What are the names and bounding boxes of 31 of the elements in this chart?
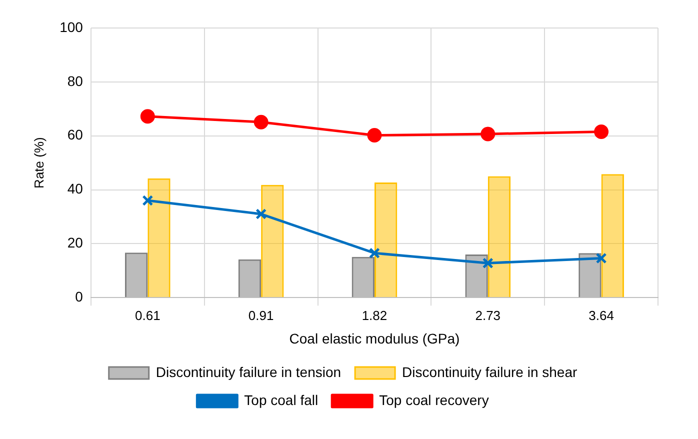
- y-tick-label: 80: [67, 72, 84, 89]
- y-tick-label: 20: [67, 234, 84, 251]
- point: [256, 208, 267, 220]
- bar: [352, 256, 374, 298]
- y-tick-label: 100: [60, 18, 84, 35]
- point: [480, 126, 496, 142]
- x-tick-label: 1.82: [362, 308, 388, 323]
- y-axis-title: Rate (%): [31, 137, 46, 188]
- bar: [601, 174, 624, 298]
- bar: [124, 252, 148, 298]
- y-tick-label: 60: [67, 126, 84, 143]
- point: [367, 128, 382, 143]
- point: [142, 195, 154, 206]
- x-axis-title: Coal elastic modulus (GPa): [289, 330, 460, 346]
- point: [254, 114, 268, 130]
- x-tick-label: 2.73: [475, 308, 501, 323]
- legend-label: Discontinuity failure in tension: [156, 364, 342, 380]
- x-tick-label: 0.61: [135, 308, 160, 323]
- point: [594, 124, 609, 140]
- y-tick-label: 40: [67, 180, 84, 197]
- legend-label: Top coal recovery: [379, 392, 489, 408]
- point: [140, 109, 155, 124]
- bar: [238, 259, 262, 298]
- legend-label: Top coal fall: [244, 392, 318, 408]
- point: [482, 258, 494, 269]
- x-tick-label: 3.64: [588, 308, 614, 323]
- y-tick-label: 0: [75, 288, 84, 304]
- legend-label: Discontinuity failure in shear: [402, 364, 578, 380]
- x-tick-label: 0.91: [248, 308, 274, 323]
- point: [368, 248, 380, 259]
- point: [596, 252, 607, 264]
